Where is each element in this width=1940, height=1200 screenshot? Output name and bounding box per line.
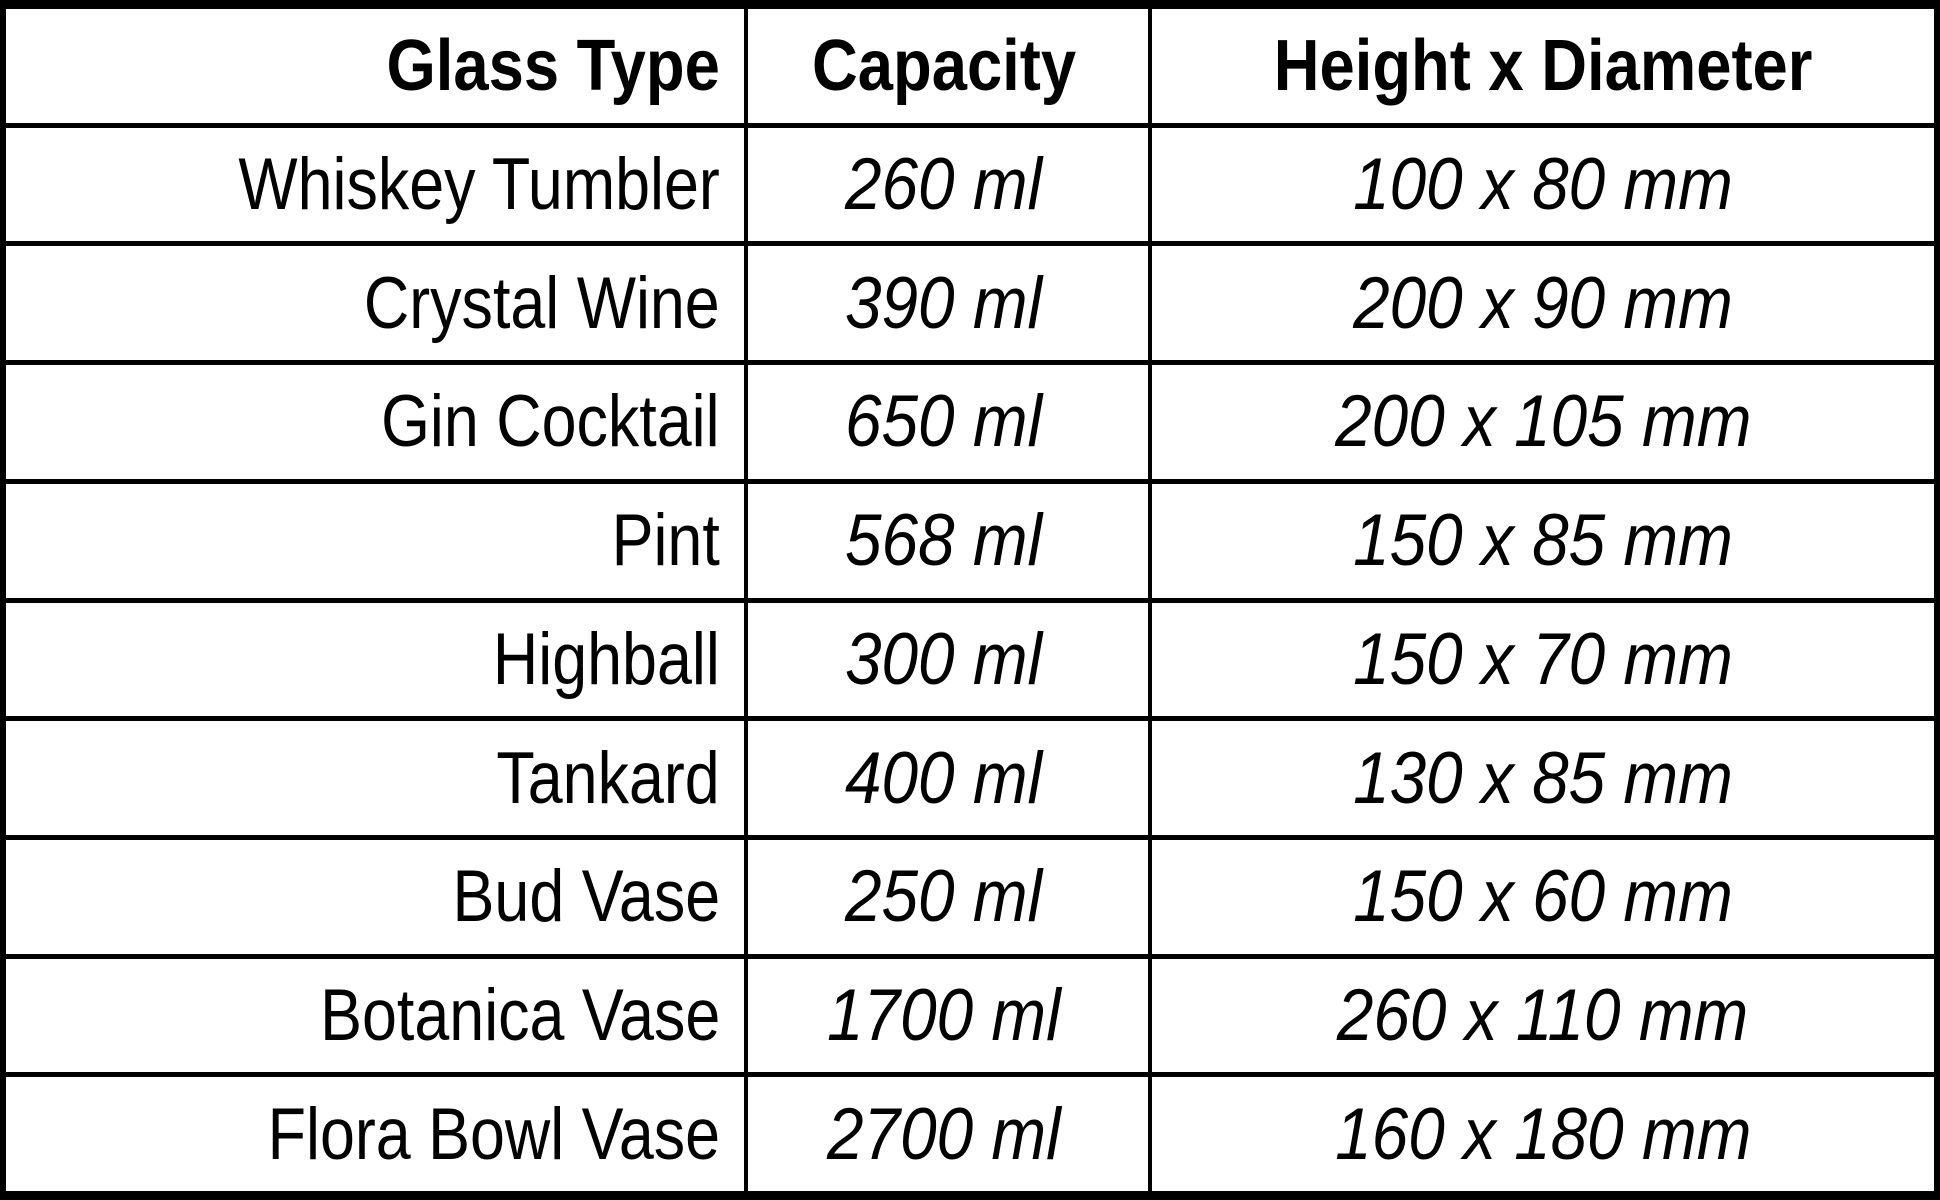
cell-glass-type: Flora Bowl Vase	[6, 1077, 748, 1192]
cell-glass-type: Whiskey Tumbler	[6, 127, 748, 242]
cell-glass-type: Botanica Vase	[6, 958, 748, 1073]
cell-capacity: 2700 ml	[748, 1077, 1152, 1192]
cell-capacity: 300 ml	[748, 602, 1152, 717]
cell-glass-type: Pint	[6, 483, 748, 598]
table-row: Gin Cocktail 650 ml 200 x 105 mm	[6, 365, 1934, 484]
table-row: Crystal Wine 390 ml 200 x 90 mm	[6, 246, 1934, 366]
cell-height-x-diameter: 160 x 180 mm	[1334, 1093, 1752, 1175]
column-header-capacity: Capacity	[748, 9, 1152, 123]
cell-height-x-diameter: 150 x 85 mm	[1353, 500, 1733, 582]
cell-glass-type: Bud Vase	[6, 839, 748, 954]
table-row: Flora Bowl Vase 2700 ml 160 x 180 mm	[6, 1077, 1934, 1192]
cell-glass-type: Gin Cocktail	[6, 365, 748, 479]
table-row: Bud Vase 250 ml 150 x 60 mm	[6, 839, 1934, 959]
cell-capacity: 250 ml	[748, 839, 1152, 954]
cell-height-x-diameter: 150 x 70 mm	[1353, 618, 1733, 700]
table-row: Highball 300 ml 150 x 70 mm	[6, 602, 1934, 722]
column-header-glass-type: Glass Type	[6, 9, 748, 123]
cell-capacity: 390 ml	[748, 246, 1152, 361]
cell-capacity: 400 ml	[748, 721, 1152, 835]
cell-height-x-diameter: 130 x 85 mm	[1353, 737, 1733, 819]
table-row: Pint 568 ml 150 x 85 mm	[6, 483, 1934, 603]
cell-height-x-diameter: 200 x 105 mm	[1334, 381, 1752, 463]
cell-glass-type: Crystal Wine	[6, 246, 748, 361]
column-header-height-x-diameter: Height x Diameter	[1273, 25, 1813, 106]
cell-height-x-diameter: 260 x 110 mm	[1337, 974, 1749, 1056]
cell-glass-type: Tankard	[6, 721, 748, 835]
table-row: Tankard 400 ml 130 x 85 mm	[6, 721, 1934, 840]
table-row: Botanica Vase 1700 ml 260 x 110 mm	[6, 958, 1934, 1078]
cell-height-x-diameter: 100 x 80 mm	[1353, 144, 1733, 226]
cell-glass-type: Highball	[6, 602, 748, 717]
cell-capacity: 568 ml	[748, 483, 1152, 598]
table-header-row: Glass Type Capacity Height x Diameter	[6, 9, 1934, 128]
cell-capacity: 260 ml	[748, 127, 1152, 242]
cell-height-x-diameter: 200 x 90 mm	[1353, 262, 1733, 344]
cell-capacity: 1700 ml	[748, 958, 1152, 1073]
table-row: Whiskey Tumbler 260 ml 100 x 80 mm	[6, 127, 1934, 247]
cell-height-x-diameter: 150 x 60 mm	[1353, 856, 1733, 938]
cell-capacity: 650 ml	[748, 365, 1152, 479]
